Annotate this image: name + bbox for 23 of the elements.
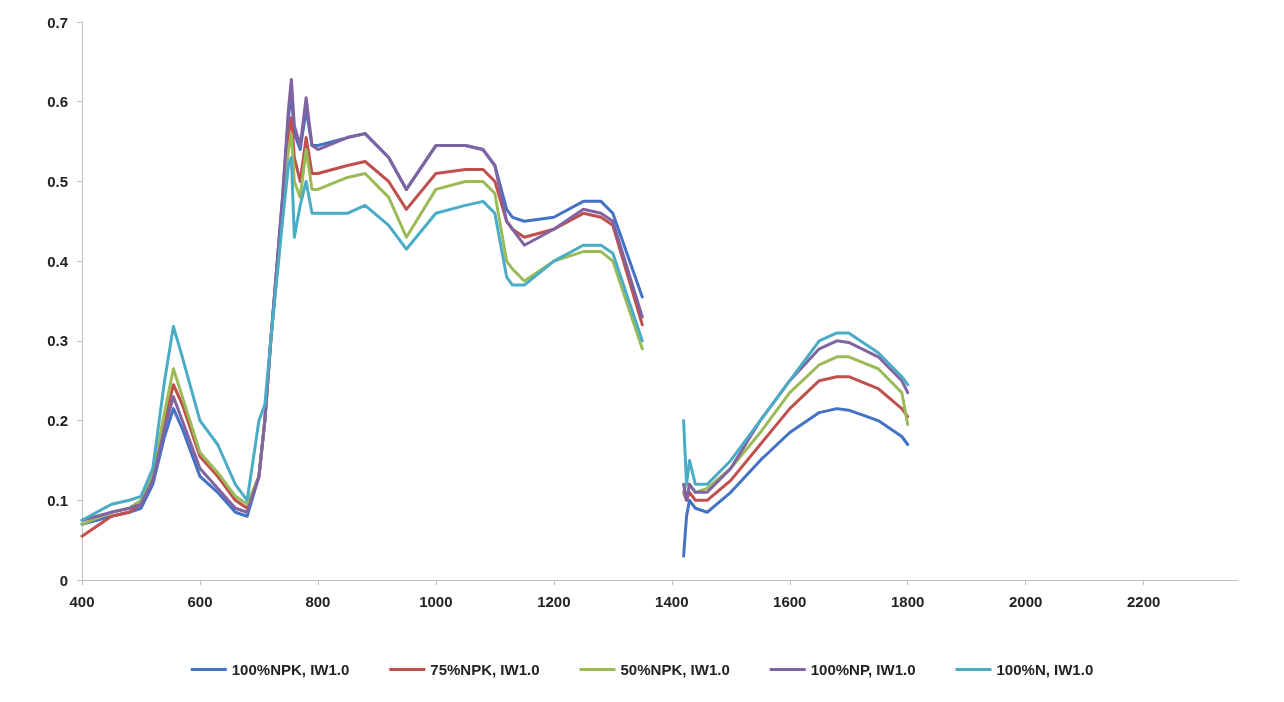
x-tick-label: 1800 [891,593,925,610]
legend-label: 100%N, IW1.0 [996,661,1094,678]
legend-label: 75%NPK, IW1.0 [430,661,540,678]
y-tick-label: 0.5 [47,172,68,190]
y-tick-label: 0.2 [47,412,68,430]
y-tick-label: 0 [59,571,68,589]
y-tick-label: 0.6 [47,93,68,111]
y-tick-label: 0.7 [47,13,68,31]
x-tick-label: 1200 [537,593,571,610]
legend-label: 50%NPK, IW1.0 [620,661,730,678]
y-tick-label: 0.1 [47,491,68,509]
x-tick-label: 2000 [1008,593,1043,610]
legend-label: 100%NP, IW1.0 [810,661,916,678]
x-tick-label: 400 [69,593,95,610]
x-tick-label: 1400 [655,593,689,610]
x-tick-label: 1000 [419,593,453,610]
x-tick-label: 2200 [1126,593,1161,610]
y-tick-label: 0.4 [47,252,69,270]
legend-label: 100%NPK, IW1.0 [231,661,350,678]
x-tick-label: 800 [305,593,331,610]
y-tick-label: 0.3 [47,332,68,350]
x-tick-label: 1600 [773,593,807,610]
x-tick-label: 600 [187,593,213,610]
